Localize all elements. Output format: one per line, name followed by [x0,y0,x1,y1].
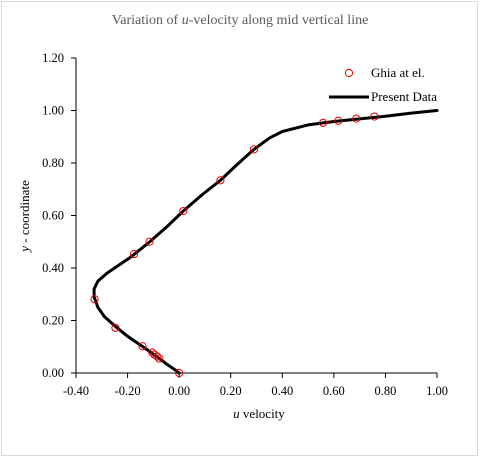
data-point-marker [249,145,259,154]
x-tick-label: -0.20 [115,384,141,398]
y-tick-label: 0.80 [42,156,64,170]
data-point-marker [318,118,328,127]
data-point-marker [150,350,159,359]
data-point-marker [145,237,154,246]
series-line-present-data [92,109,439,375]
y-tick-label: 0.40 [42,261,64,275]
data-point-marker [352,114,361,123]
data-point-marker [175,368,184,378]
legend-marker-ghia [344,68,354,78]
x-tick-label: 0.00 [168,384,190,398]
y-tick-label: 0.60 [42,209,64,223]
data-point-marker [155,354,164,363]
x-tick-label: 0.80 [374,384,396,398]
x-axis-label: u velocity [233,406,285,421]
legend-label: Ghia at el. [371,65,425,80]
x-tick-label: -0.40 [63,384,89,398]
data-point-marker [334,116,343,125]
chart-title: Variation of u-velocity along mid vertic… [112,13,369,28]
data-point-marker [90,295,99,304]
y-axis-label: y - coordinate [17,180,32,254]
y-tick-label: 1.20 [42,51,64,65]
legend: Ghia at el. Present Data [329,65,437,104]
data-point-marker [111,323,120,332]
y-tick-label: 1.00 [42,104,64,118]
data-point-marker [129,249,139,259]
chart: Variation of u-velocity along mid vertic… [17,13,448,421]
data-point-marker [370,112,379,121]
plot-area: -0.40 -0.20 0.00 0.20 0.40 0.60 0.80 1.00 0.00 0.… [42,51,448,398]
x-tick-label: 0.60 [323,384,345,398]
x-tick-label: 0.20 [220,384,242,398]
data-point-marker [138,342,147,351]
y-tick-label: 0.20 [42,314,64,328]
x-tick-label: 0.40 [271,384,293,398]
data-point-marker [148,348,157,357]
y-tick-label: 0.00 [42,366,64,380]
data-point-marker [179,206,188,216]
data-point-marker [216,176,225,185]
x-tick-label: 1.00 [426,384,448,398]
chart-frame: Variation of u-velocity along mid vertic… [1,1,478,456]
legend-label: Present Data [371,89,437,104]
